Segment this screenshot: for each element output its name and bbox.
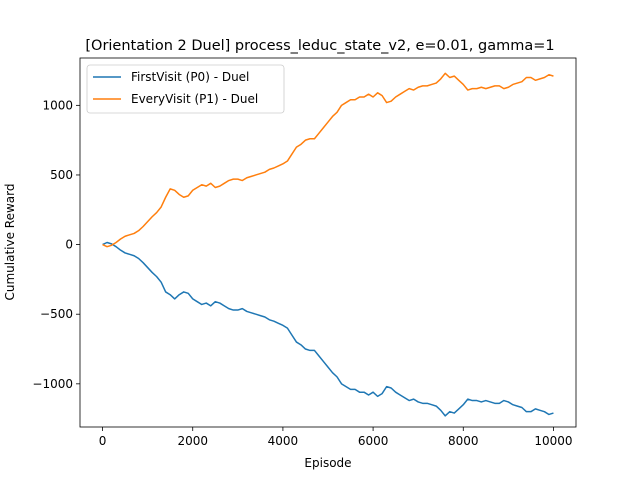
series-line-everyvisit [102, 72, 554, 248]
y-ticks: −1000 −500 0 500 1000 [32, 98, 80, 391]
axes-frame [79, 57, 577, 428]
legend-label-everyvisit: EveryVisit (P1) - Duel [131, 92, 258, 106]
series-line-firstvisit [102, 241, 554, 417]
y-tick-label: 500 [50, 168, 73, 182]
y-tick-label: 0 [65, 238, 73, 252]
chart-title: [Orientation 2 Duel] process_leduc_state… [85, 38, 554, 54]
x-tick-label: 8000 [448, 434, 479, 448]
x-axis-label: Episode [304, 456, 351, 470]
legend-box [86, 64, 285, 114]
x-tick-label: 0 [99, 434, 107, 448]
x-tick-label: 4000 [268, 434, 299, 448]
plot-lines [102, 72, 554, 417]
x-tick-label: 10000 [534, 434, 572, 448]
legend-label-firstvisit: FirstVisit (P0) - Duel [131, 70, 249, 84]
legend: FirstVisit (P0) - Duel EveryVisit (P1) -… [86, 64, 285, 114]
y-tick-label: 1000 [42, 98, 73, 112]
x-tick-label: 6000 [358, 434, 389, 448]
x-ticks: 0 2000 4000 6000 8000 10000 [99, 427, 573, 448]
x-tick-label: 2000 [177, 434, 208, 448]
y-tick-label: −500 [40, 307, 73, 321]
y-tick-label: −1000 [32, 377, 73, 391]
y-axis-label: Cumulative Reward [3, 184, 17, 301]
